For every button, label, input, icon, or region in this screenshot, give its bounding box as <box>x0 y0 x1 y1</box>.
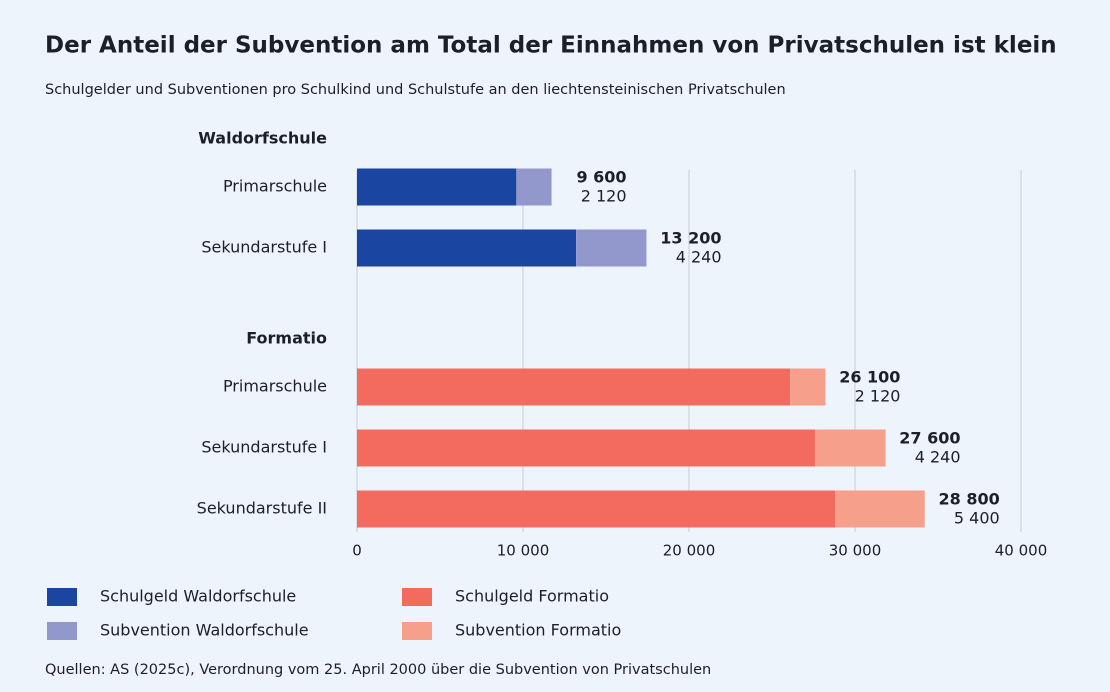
value-label: 26 100 <box>839 368 900 387</box>
bar <box>576 229 647 267</box>
chart-title: Der Anteil der Subvention am Total der E… <box>45 33 1057 59</box>
category-label: Sekundarstufe I <box>201 438 327 457</box>
value-label: 4 240 <box>915 448 961 467</box>
legend-swatch <box>47 588 77 606</box>
value-label: 28 800 <box>938 490 999 509</box>
bar <box>790 368 826 406</box>
value-label: 5 400 <box>954 509 1000 528</box>
value-label: 13 200 <box>660 229 721 248</box>
legend-label: Subvention Formatio <box>455 621 621 640</box>
source: Quellen: AS (2025c), Verordnung vom 25. … <box>45 662 711 678</box>
value-label: 27 600 <box>899 429 960 448</box>
legend-swatch <box>402 622 432 640</box>
bar <box>357 490 836 528</box>
category-label: Sekundarstufe I <box>201 238 327 257</box>
legend-swatch <box>47 622 77 640</box>
bar <box>516 168 552 206</box>
chart-subtitle: Schulgelder und Subventionen pro Schulki… <box>45 82 786 98</box>
bar <box>835 490 925 528</box>
x-tick-label: 30 000 <box>829 542 882 560</box>
x-tick-label: 0 <box>352 542 362 560</box>
group-label: Formatio <box>246 329 327 348</box>
group-label: Waldorfschule <box>198 129 327 148</box>
value-label: 9 600 <box>576 168 626 187</box>
bar <box>357 229 577 267</box>
legend-swatch <box>402 588 432 606</box>
x-tick-label: 10 000 <box>497 542 550 560</box>
value-label: 2 120 <box>581 187 627 206</box>
bar <box>357 168 517 206</box>
category-label: Primarschule <box>223 177 327 196</box>
value-label: 2 120 <box>855 387 901 406</box>
legend-label: Schulgeld Formatio <box>455 587 609 606</box>
bar <box>357 368 791 406</box>
legend-label: Subvention Waldorfschule <box>100 621 309 640</box>
value-label: 4 240 <box>676 248 722 267</box>
bar <box>357 429 816 467</box>
bar <box>815 429 886 467</box>
category-label: Sekundarstufe II <box>197 499 327 518</box>
category-label: Primarschule <box>223 377 327 396</box>
x-tick-label: 40 000 <box>995 542 1048 560</box>
x-tick-label: 20 000 <box>663 542 716 560</box>
legend-label: Schulgeld Waldorfschule <box>100 587 296 606</box>
